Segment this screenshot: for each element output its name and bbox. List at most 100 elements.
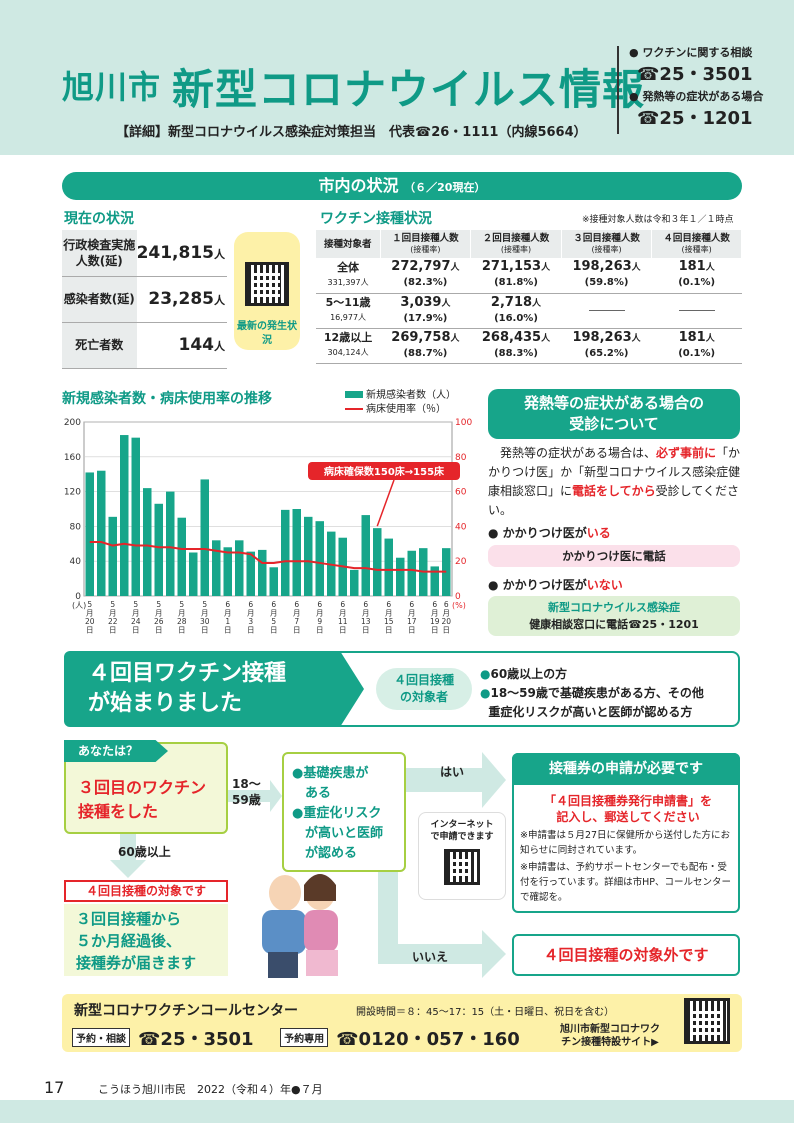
you-label: あなたは？ — [64, 740, 168, 762]
table-header-row: 接種対象者 １回目接種人数 (接種率) ２回目接種人数 (接種率) ３回目接種人数(… — [316, 230, 742, 258]
call-doctor-box: かかりつけ医に電話 — [488, 545, 740, 567]
current-status-title: 現在の状況 — [64, 211, 134, 227]
condition-box: ●基礎疾患が ある ●重症化リスク が高いと医師 が認める — [282, 752, 406, 872]
right-tick-label: 40 — [455, 522, 467, 532]
qr-label: 最新の発生状況 — [237, 321, 297, 346]
group-cell: 5～11歳 16,977人 — [316, 293, 381, 329]
x-tick-label: 5 月 28 日 — [177, 600, 187, 635]
fourth-dose-heading: ４回目ワクチン接種 が始まりました — [64, 651, 364, 727]
dash-icon — [588, 309, 625, 311]
annotation-text: 病床確保数150床→155床 — [324, 465, 445, 478]
x-tick-label: 6 月 11 日 — [338, 600, 348, 635]
right-tick-label: 80 — [455, 453, 467, 463]
x-tick-label: 6 月 15 日 — [384, 600, 394, 635]
right-tick-label: 0 — [455, 592, 461, 602]
row-value: 241,815人 — [136, 230, 227, 277]
ticket-note: ※申請書は、予約サポートセンターでも配布・受付を行っています。詳細は市HP、コー… — [520, 862, 731, 903]
age-arrow — [228, 780, 282, 812]
chart-title: 新規感染者数・病床使用率の推移 — [62, 391, 272, 407]
dose-cell: 181人 (0.1%) — [651, 258, 742, 294]
col-header: ４回目接種人数 (接種率) — [651, 230, 742, 258]
condition-item: ●18～59歳で基礎疾患がある方、その他 — [480, 686, 704, 700]
group-cell: 12歳以上 304,124人 — [316, 328, 381, 364]
x-tick-label: 6 月 20 日 — [441, 600, 451, 635]
dose-cell-empty — [561, 293, 652, 329]
row-value: 23,285人 — [136, 276, 227, 323]
x-tick-label: 6 月 13 日 — [361, 600, 371, 635]
consult-desk-box: 新型コロナウイルス感染症 健康相談窓口に電話☎25・1201 — [488, 596, 740, 636]
right-unit-label: (%) — [452, 601, 466, 610]
vaccine-status-title: ワクチン接種状況 — [320, 211, 432, 227]
contact-label-vaccine: ワクチンに関する相談 — [629, 46, 787, 59]
dose-cell-empty — [651, 293, 742, 329]
right-tick-label: 20 — [455, 557, 467, 567]
legend-line-swatch — [345, 408, 363, 410]
bar — [292, 509, 301, 596]
dose-cell: 198,263人 (59.8%) — [561, 258, 652, 294]
bed-rate-line — [89, 541, 447, 573]
bar — [235, 540, 244, 596]
call-center-phones: 予約・相談 ☎25・3501 予約専用 ☎0120・057・160 — [72, 1025, 520, 1051]
flow-arrows — [110, 752, 506, 978]
left-unit-label: (人) — [72, 601, 86, 610]
contact-phone-vaccine: ☎25・3501 — [637, 64, 753, 85]
table-row: 死亡者数 144人 — [62, 322, 227, 369]
qr-code-icon — [684, 998, 730, 1044]
no-label: いいえ — [412, 950, 449, 964]
dose-cell: 2,718人 (16.0%) — [470, 293, 562, 329]
dose-cell: 271,153人 (81.8%) — [470, 258, 562, 294]
phone-reservation[interactable]: ☎0120・057・160 — [336, 1029, 520, 1050]
bar — [212, 540, 221, 596]
tag-reservation-consult: 予約・相談 — [72, 1028, 130, 1047]
phone-consult[interactable]: ☎25・3501 — [138, 1029, 254, 1050]
col-header: ２回目接種人数 (接種率) — [470, 230, 562, 258]
call-center-title: 新型コロナワクチンコールセンター — [74, 1003, 298, 1019]
x-tick-label: 5 月 26 日 — [154, 600, 164, 635]
bar — [269, 567, 278, 596]
left-tick-label: 80 — [70, 522, 82, 532]
annotation-pointer — [376, 479, 395, 527]
nurse-illustration — [262, 874, 338, 978]
bar — [154, 503, 163, 596]
qr-code-icon — [245, 262, 289, 306]
down-arrow — [110, 834, 146, 878]
header-contacts: ワクチンに関する相談 ☎25・3501 発熱等の症状がある場合 ☎25・1201 — [617, 46, 787, 134]
online-apply-qr[interactable]: インターネット で申請できます — [418, 812, 506, 900]
annotation-box — [308, 462, 460, 480]
bar — [407, 550, 416, 596]
city-name: 旭川市 — [62, 68, 162, 106]
legend-bar-swatch — [345, 391, 363, 398]
bar — [258, 549, 267, 596]
dash-icon — [678, 309, 715, 311]
latest-status-qr[interactable]: 最新の発生状況 — [234, 232, 300, 350]
x-tick-label: 6 月 19 日 — [430, 600, 440, 635]
ticket-heading: 接種券の申請が必要です — [512, 753, 740, 785]
ticket-note: ※申請書は５月27日に保健所から送付した方にお知らせに同封されています。 — [520, 830, 731, 856]
bar — [166, 491, 175, 596]
site-qr[interactable] — [684, 998, 730, 1044]
situation-bar: 市内の状況 （６／20現在） — [62, 172, 742, 200]
age-60-label: 60歳以上 — [118, 845, 171, 859]
special-site-link[interactable]: 旭川市新型コロナワク チン接種特設サイト▶ — [560, 1024, 660, 1048]
legend-item-cases: 新規感染者数（人） — [345, 389, 456, 403]
bar — [430, 566, 439, 596]
x-tick-label: 5 月 22 日 — [108, 600, 118, 635]
header-band — [0, 0, 794, 155]
dose-cell: 181人 (0.1%) — [651, 328, 742, 364]
bar — [189, 552, 198, 596]
x-tick-label: 6 月 17 日 — [407, 600, 417, 635]
bar — [85, 472, 94, 596]
row-label: 死亡者数 — [62, 322, 137, 369]
bar — [200, 479, 209, 596]
contact-label-fever: 発熱等の症状がある場合 — [629, 90, 787, 103]
left-tick-label: 200 — [64, 418, 81, 428]
table-row: 行政検査実施人数(延) 241,815人 — [62, 230, 227, 277]
col-header: １回目接種人数 (接種率) — [380, 230, 472, 258]
situation-date: （６／20現在） — [404, 181, 486, 194]
table-row: 12歳以上 304,124人 269,758人 (88.7%) 268,435人 (8… — [316, 328, 742, 364]
table-row: 5～11歳 16,977人 3,039人 (17.9%) 2,718人 (16.0%) — [316, 293, 742, 329]
publication-info: こうほう旭川市民 2022（令和４）年●７月 — [98, 1083, 323, 1096]
bar — [177, 517, 186, 596]
group-cell: 全体 331,397人 — [316, 258, 381, 294]
